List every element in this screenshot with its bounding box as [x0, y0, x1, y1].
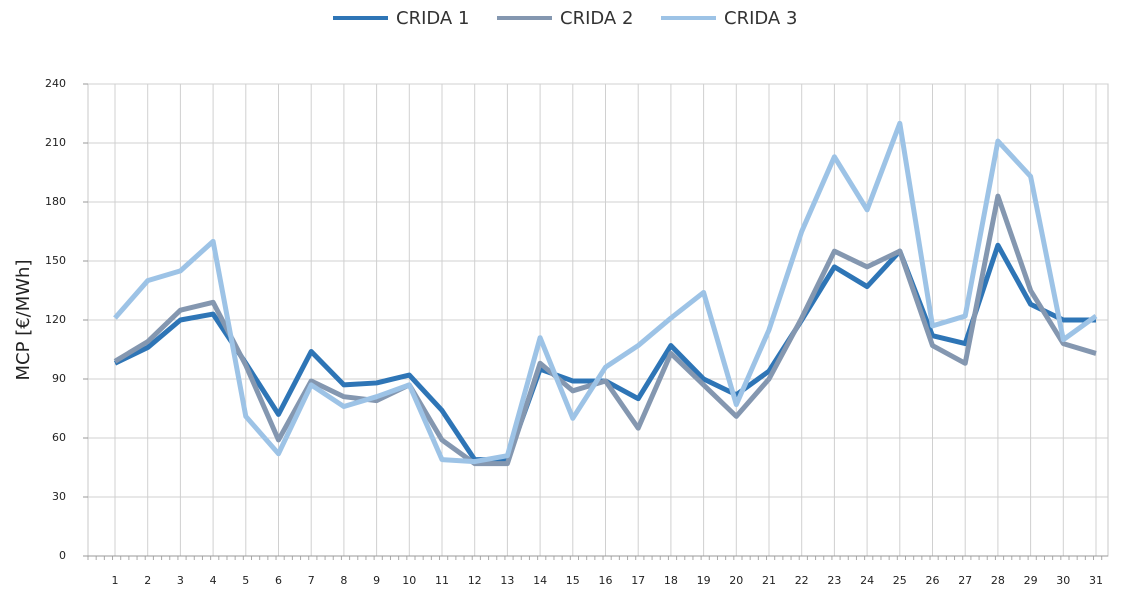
x-tick-label: 17	[631, 574, 645, 587]
y-tick-label: 150	[45, 254, 66, 267]
x-tick-label: 4	[210, 574, 217, 587]
x-tick-label: 9	[373, 574, 380, 587]
x-tick-label: 11	[435, 574, 449, 587]
series-line	[113, 193, 1097, 467]
x-tick-label: 13	[500, 574, 514, 587]
x-tick-label: 16	[599, 574, 613, 587]
x-tick-label: 12	[468, 574, 482, 587]
y-tick-label: 90	[52, 372, 66, 385]
y-tick-label: 0	[59, 549, 66, 562]
legend-label: CRIDA 3	[724, 8, 797, 29]
y-tick-label: 120	[45, 313, 66, 326]
y-tick-label: 180	[45, 195, 66, 208]
x-tick-label: 20	[729, 574, 743, 587]
y-tick-label: 30	[52, 490, 66, 503]
x-tick-label: 31	[1089, 574, 1103, 587]
series-line	[113, 120, 1098, 465]
x-tick-label: 19	[697, 574, 711, 587]
x-tick-label: 28	[991, 574, 1005, 587]
x-tick-label: 1	[112, 574, 119, 587]
x-tick-label: 21	[762, 574, 776, 587]
x-tick-label: 26	[926, 574, 940, 587]
x-tick-label: 30	[1056, 574, 1070, 587]
x-tick-label: 15	[566, 574, 580, 587]
y-axis-label: MCP [€/MWh]	[13, 260, 34, 381]
x-tick-label: 27	[958, 574, 972, 587]
x-tick-label: 22	[795, 574, 809, 587]
y-tick-label: 60	[52, 431, 66, 444]
x-tick-label: 6	[275, 574, 282, 587]
legend: CRIDA 1 CRIDA 2 CRIDA 3	[333, 8, 797, 29]
x-tick-label: 2	[144, 574, 151, 587]
x-tick-label: 23	[827, 574, 841, 587]
x-tick-label: 7	[308, 574, 315, 587]
y-tick-label: 240	[45, 77, 66, 90]
legend-label: CRIDA 1	[396, 8, 469, 29]
legend-label: CRIDA 2	[560, 8, 633, 29]
x-tick-label: 29	[1024, 574, 1038, 587]
x-tick-label: 24	[860, 574, 874, 587]
x-tick-label: 25	[893, 574, 907, 587]
x-tick-label: 14	[533, 574, 547, 587]
x-tick-label: 3	[177, 574, 184, 587]
x-tick-label: 18	[664, 574, 678, 587]
x-tick-label: 8	[340, 574, 347, 587]
y-tick-label: 210	[45, 136, 66, 149]
x-tick-label: 10	[402, 574, 416, 587]
x-tick-label: 5	[242, 574, 249, 587]
